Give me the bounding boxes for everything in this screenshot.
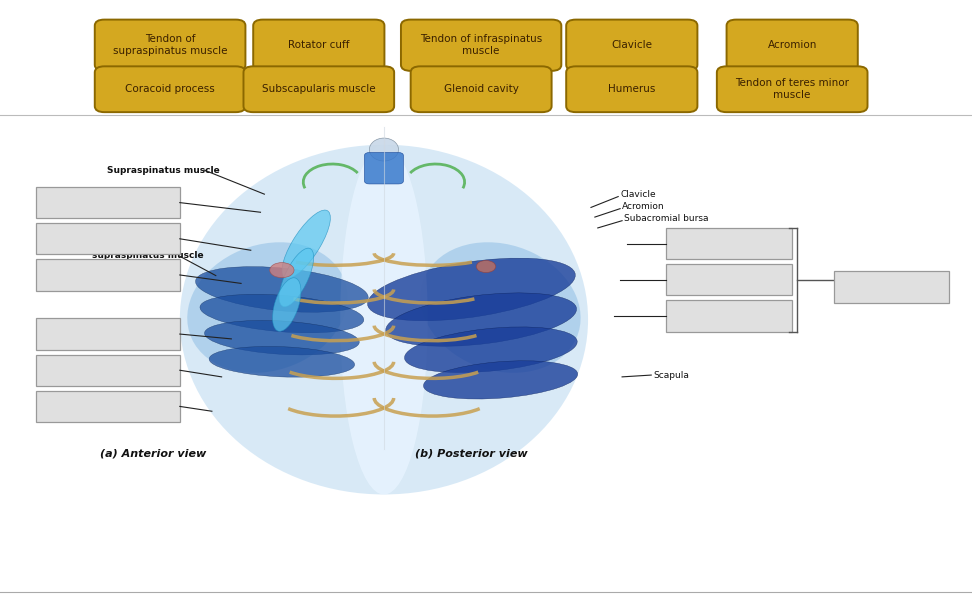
Text: Acromion: Acromion xyxy=(768,40,816,50)
FancyBboxPatch shape xyxy=(36,223,180,254)
FancyBboxPatch shape xyxy=(400,19,561,71)
Text: Scapula: Scapula xyxy=(653,371,689,379)
FancyBboxPatch shape xyxy=(834,271,949,303)
FancyBboxPatch shape xyxy=(253,19,385,71)
Ellipse shape xyxy=(421,242,580,373)
Text: Acromion: Acromion xyxy=(622,203,665,211)
Ellipse shape xyxy=(386,293,576,346)
Ellipse shape xyxy=(279,248,314,306)
Ellipse shape xyxy=(180,145,588,494)
FancyBboxPatch shape xyxy=(94,19,245,71)
Ellipse shape xyxy=(476,260,496,273)
FancyBboxPatch shape xyxy=(36,391,180,422)
Ellipse shape xyxy=(188,242,347,373)
Text: (b) Posterior view: (b) Posterior view xyxy=(415,449,528,458)
Ellipse shape xyxy=(209,347,355,377)
FancyBboxPatch shape xyxy=(666,300,792,332)
FancyBboxPatch shape xyxy=(243,66,395,112)
Ellipse shape xyxy=(340,145,428,494)
FancyBboxPatch shape xyxy=(410,66,551,112)
Ellipse shape xyxy=(269,262,294,277)
Ellipse shape xyxy=(272,278,301,331)
Text: (a) Anterior view: (a) Anterior view xyxy=(100,449,207,458)
FancyBboxPatch shape xyxy=(36,318,180,350)
Text: Tendon of teres minor
muscle: Tendon of teres minor muscle xyxy=(735,78,850,101)
Text: Tendon of infraspinatus
muscle: Tendon of infraspinatus muscle xyxy=(420,34,542,57)
Text: Clavicle: Clavicle xyxy=(620,191,656,199)
Text: Clavicle: Clavicle xyxy=(611,40,652,50)
FancyBboxPatch shape xyxy=(666,228,792,259)
Text: Subscapularis muscle: Subscapularis muscle xyxy=(262,84,375,94)
Ellipse shape xyxy=(200,294,364,333)
Text: Coracoid process: Coracoid process xyxy=(125,84,215,94)
FancyBboxPatch shape xyxy=(726,19,857,71)
Ellipse shape xyxy=(369,138,399,161)
Text: Subacromial bursa: Subacromial bursa xyxy=(624,215,709,223)
FancyBboxPatch shape xyxy=(94,66,245,112)
Text: Tendon of
supraspinatus muscle: Tendon of supraspinatus muscle xyxy=(92,239,204,260)
FancyBboxPatch shape xyxy=(364,153,403,184)
Ellipse shape xyxy=(424,361,577,399)
Text: Humerus: Humerus xyxy=(608,84,655,94)
Ellipse shape xyxy=(367,258,575,321)
FancyBboxPatch shape xyxy=(566,19,698,71)
FancyBboxPatch shape xyxy=(36,259,180,291)
Text: Tendon of
supraspinatus muscle: Tendon of supraspinatus muscle xyxy=(113,34,227,57)
FancyBboxPatch shape xyxy=(566,66,698,112)
Ellipse shape xyxy=(282,210,330,279)
FancyBboxPatch shape xyxy=(36,355,180,386)
FancyBboxPatch shape xyxy=(716,66,867,112)
Ellipse shape xyxy=(204,320,360,355)
Ellipse shape xyxy=(404,327,577,373)
FancyBboxPatch shape xyxy=(36,187,180,218)
Text: Supraspinatus muscle: Supraspinatus muscle xyxy=(107,166,220,174)
Text: Glenoid cavity: Glenoid cavity xyxy=(443,84,519,94)
FancyBboxPatch shape xyxy=(666,264,792,295)
Text: Rotator cuff: Rotator cuff xyxy=(288,40,350,50)
Ellipse shape xyxy=(195,267,368,312)
